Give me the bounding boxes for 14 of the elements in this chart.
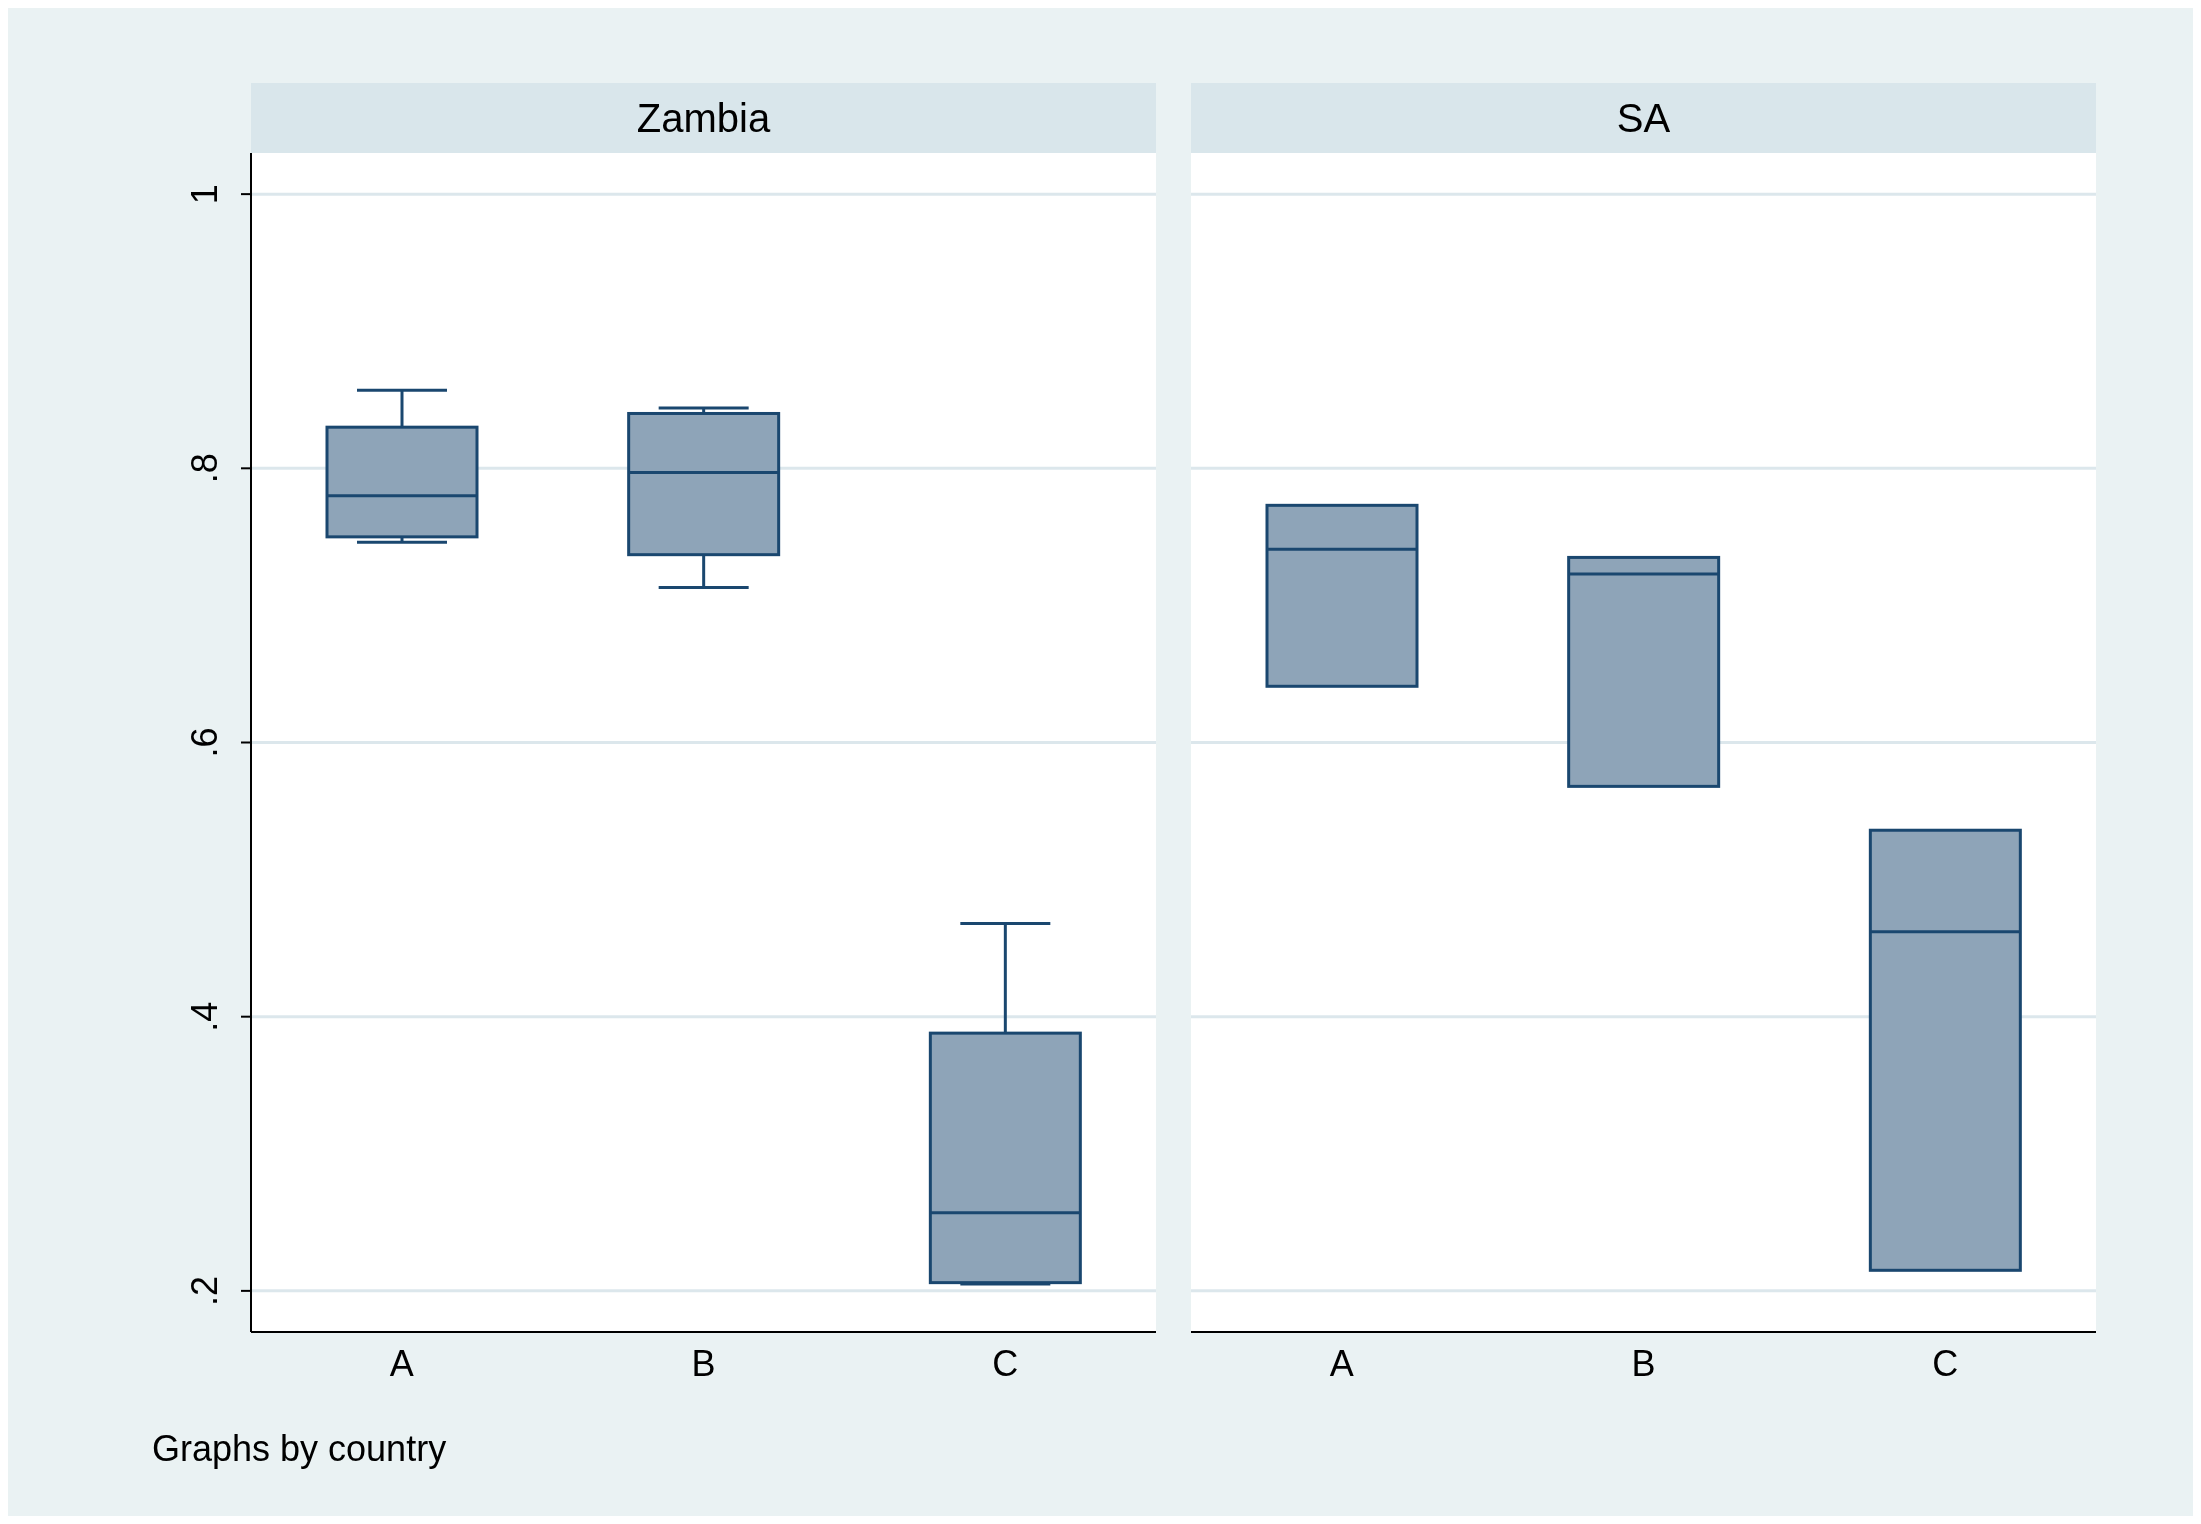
y-tick-label: .2 xyxy=(184,1275,225,1306)
x-tick-label: C xyxy=(1932,1342,1959,1384)
x-tick-label: A xyxy=(1329,1342,1354,1384)
y-tick-label: 1 xyxy=(184,184,225,205)
y-tick-label: .4 xyxy=(184,1001,225,1032)
x-tick-label: C xyxy=(992,1342,1019,1384)
text: Graphs by country xyxy=(152,1428,447,1470)
x-tick-label: A xyxy=(389,1342,414,1384)
x-tick-label: B xyxy=(691,1342,716,1384)
y-tick-label: .8 xyxy=(184,453,225,484)
x-tick-label: B xyxy=(1631,1342,1656,1384)
y-tick-label: .6 xyxy=(184,727,225,758)
chart-title: SA xyxy=(1191,83,2096,153)
chart-title: Zambia xyxy=(251,83,1156,153)
